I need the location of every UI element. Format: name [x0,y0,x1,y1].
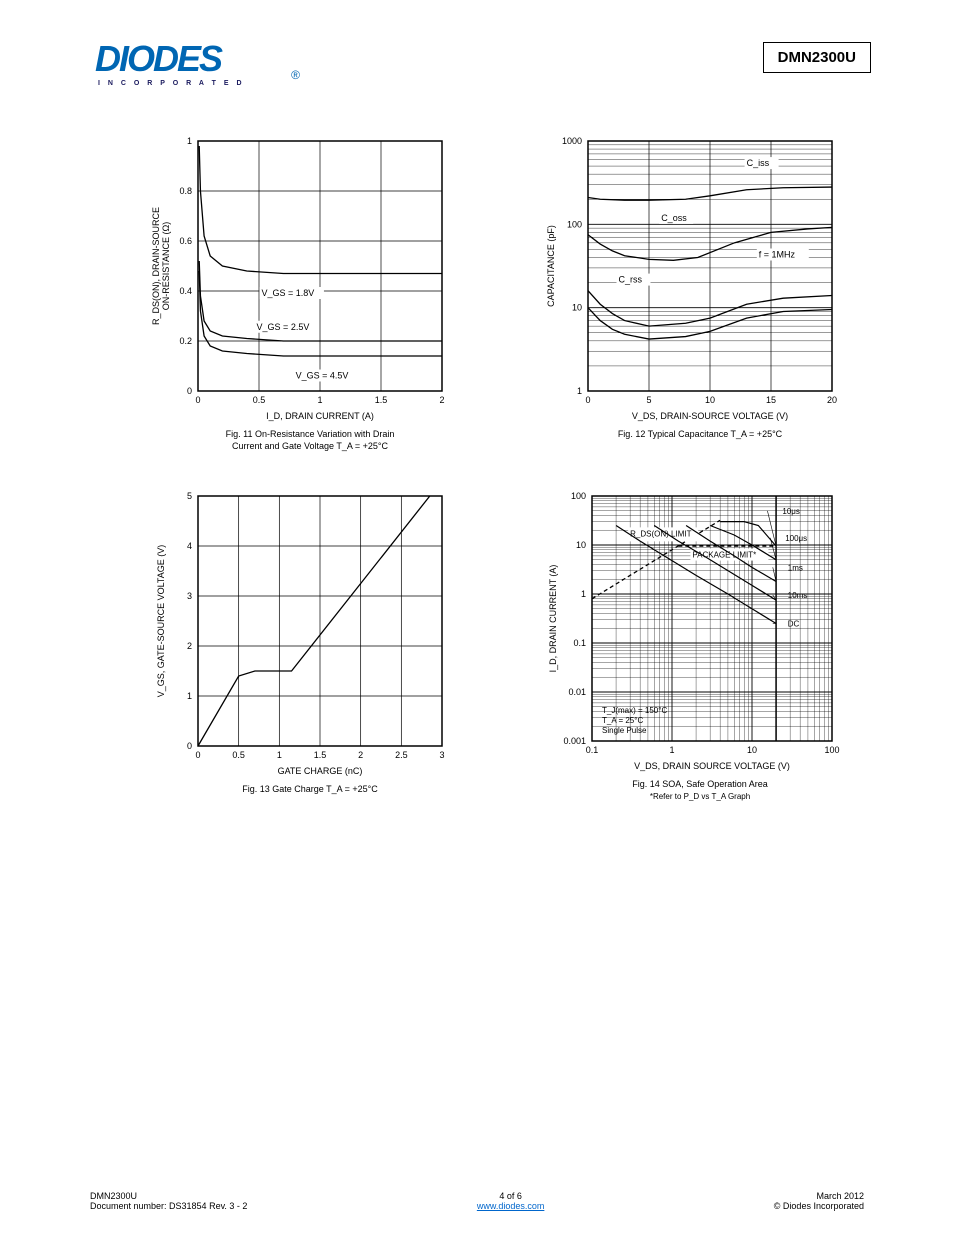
svg-text:0.1: 0.1 [573,638,586,648]
svg-text:10: 10 [572,303,582,313]
footer-right: March 2012 © Diodes Incorporated [774,1191,864,1211]
svg-text:GATE CHARGE (nC): GATE CHARGE (nC) [278,766,363,776]
svg-text:0.6: 0.6 [179,236,192,246]
svg-text:10ms: 10ms [788,591,808,600]
svg-text:1.5: 1.5 [314,750,327,760]
part-number: DMN2300U [778,49,856,66]
chart-fig14: 0.1 1 10 100 0.001 0.01 0.1 1 10 100 R_DS(ON) LIMI… [540,488,860,833]
svg-text:R_DS(ON), DRAIN-SOURCEON-RESIS: R_DS(ON), DRAIN-SOURCEON-RESISTANCE (Ω) [151,207,171,325]
svg-text:CAPACITANCE (pF): CAPACITANCE (pF) [546,225,556,307]
svg-text:1.5: 1.5 [375,395,388,405]
svg-text:0.01: 0.01 [568,687,586,697]
svg-text:I_D, DRAIN CURRENT (A): I_D, DRAIN CURRENT (A) [548,565,558,673]
svg-text:V_GS = 2.5V: V_GS = 2.5V [257,322,310,332]
footer-site-link[interactable]: www.diodes.com [477,1201,545,1211]
logo-subtitle: I N C O R P O R A T E D [98,80,245,87]
svg-text:1000: 1000 [562,136,582,146]
svg-text:T_J(max) = 150°C: T_J(max) = 150°C [602,706,667,715]
svg-text:2: 2 [439,395,444,405]
logo: DIODES ® I N C O R P O R A T E D [95,38,295,93]
footer-part: DMN2300U [90,1191,247,1201]
svg-text:0.2: 0.2 [179,336,192,346]
svg-text:100: 100 [567,219,582,229]
svg-text:1: 1 [581,589,586,599]
footer-date: March 2012 [774,1191,864,1201]
svg-text:2: 2 [358,750,363,760]
svg-text:0: 0 [187,741,192,751]
svg-text:0.4: 0.4 [179,286,192,296]
svg-text:5: 5 [187,491,192,501]
svg-text:R_DS(ON) LIMIT: R_DS(ON) LIMIT [630,529,691,538]
footer: DMN2300U Document number: DS31854 Rev. 3… [0,1191,954,1211]
logo-text: DIODES [95,38,221,79]
logo-reg: ® [291,68,300,82]
svg-text:T_A = 25°C: T_A = 25°C [602,716,643,725]
svg-text:10: 10 [705,395,715,405]
svg-text:1: 1 [577,386,582,396]
part-number-box: DMN2300U [763,42,871,73]
chart-fig12: 0 5 10 15 20 1 10 100 1000 C_iss C_oss C_rss f = 1MH… [540,133,860,478]
svg-text:V_GS, GATE-SOURCE VOLTAGE (V): V_GS, GATE-SOURCE VOLTAGE (V) [156,545,166,698]
svg-text:1: 1 [317,395,322,405]
chart-fig11: 0 0.5 1 1.5 2 0 0.2 0.4 0.6 0.8 1 V_GS = 1.8V V_GS =… [150,133,470,478]
svg-text:2: 2 [187,641,192,651]
footer-left: DMN2300U Document number: DS31854 Rev. 3… [90,1191,247,1211]
svg-text:C_oss: C_oss [661,213,687,223]
svg-text:DC: DC [788,620,800,629]
svg-text:2.5: 2.5 [395,750,408,760]
svg-text:V_GS = 4.5V: V_GS = 4.5V [296,371,349,381]
svg-text:I_D, DRAIN CURRENT (A): I_D, DRAIN CURRENT (A) [266,411,374,421]
svg-text:10: 10 [576,540,586,550]
svg-text:15: 15 [766,395,776,405]
svg-text:5: 5 [646,395,651,405]
svg-text:0.8: 0.8 [179,186,192,196]
svg-text:C_iss: C_iss [747,158,770,168]
svg-text:0: 0 [585,395,590,405]
svg-text:0.5: 0.5 [232,750,245,760]
svg-text:1: 1 [669,745,674,755]
svg-text:1: 1 [187,136,192,146]
svg-text:1ms: 1ms [788,563,803,572]
svg-text:4: 4 [187,541,192,551]
footer-doc: Document number: DS31854 Rev. 3 - 2 [90,1201,247,1211]
chart-fig13: 0 0.5 1 1.5 2 2.5 3 0 1 2 3 4 5 GATE CHARGE (nC) V_GS,… [150,488,470,833]
svg-text:0: 0 [195,395,200,405]
svg-text:100: 100 [571,491,586,501]
svg-text:3: 3 [439,750,444,760]
svg-text:0.1: 0.1 [586,745,599,755]
svg-text:10: 10 [747,745,757,755]
footer-center: 4 of 6 www.diodes.com [477,1191,545,1211]
svg-text:V_DS, DRAIN SOURCE VOLTAGE (V): V_DS, DRAIN SOURCE VOLTAGE (V) [634,761,790,771]
svg-text:3: 3 [187,591,192,601]
footer-page: 4 of 6 [477,1191,545,1201]
svg-text:V_GS = 1.8V: V_GS = 1.8V [261,288,314,298]
svg-text:0: 0 [187,386,192,396]
footer-copyright: © Diodes Incorporated [774,1201,864,1211]
svg-text:100: 100 [824,745,839,755]
svg-text:V_DS, DRAIN-SOURCE VOLTAGE (V): V_DS, DRAIN-SOURCE VOLTAGE (V) [632,411,788,421]
svg-text:0.001: 0.001 [563,736,586,746]
svg-text:0.5: 0.5 [253,395,266,405]
svg-text:0: 0 [195,750,200,760]
svg-text:f = 1MHz: f = 1MHz [759,249,796,259]
svg-text:C_rss: C_rss [619,275,643,285]
svg-text:1: 1 [277,750,282,760]
svg-text:100μs: 100μs [785,534,807,543]
svg-text:1: 1 [187,691,192,701]
svg-text:10μs: 10μs [782,507,800,516]
svg-text:Single Pulse: Single Pulse [602,726,647,735]
svg-text:20: 20 [827,395,837,405]
